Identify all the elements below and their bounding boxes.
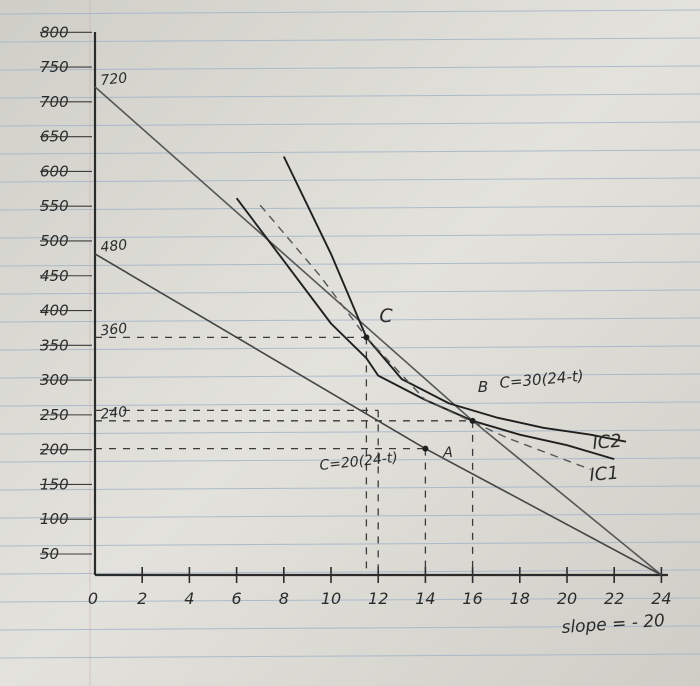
point-C	[363, 334, 370, 341]
ruled-line	[0, 345, 700, 351]
x-tick-label: 22	[604, 589, 624, 608]
x-tick-label: 12	[368, 589, 388, 608]
x-tick-label: 18	[510, 589, 530, 608]
ruled-line	[0, 93, 700, 99]
point-A	[422, 445, 429, 452]
ruled-line	[0, 177, 700, 183]
ruled-line	[0, 233, 700, 239]
y-point-label: 720	[100, 70, 128, 89]
ruled-line	[0, 289, 700, 295]
ruled-line	[0, 625, 700, 631]
y-point-label: 480	[100, 237, 128, 256]
ruled-line	[0, 569, 700, 575]
guide-lines	[95, 336, 474, 575]
ruled-line	[0, 317, 700, 323]
ruled-line	[0, 37, 700, 43]
ruled-line	[0, 149, 700, 155]
indifference-curve-ic2	[235, 197, 615, 461]
ruled-line	[0, 597, 700, 603]
point-B	[469, 417, 476, 424]
ruled-line	[0, 261, 700, 267]
ruled-line	[0, 205, 700, 211]
y-point-label: 360	[100, 321, 128, 340]
x-tick-label: 0	[88, 589, 98, 608]
point-label-A: A	[442, 445, 453, 461]
x-tick-label: 14	[415, 589, 435, 608]
x-tick-label: 2	[137, 589, 147, 608]
ruled-line	[0, 485, 700, 491]
y-point-label: 240	[100, 404, 128, 423]
x-tick-label: 8	[279, 589, 289, 608]
x-tick-label: 4	[184, 589, 194, 608]
y-ticks: 8007507006506005505004504003503002502001…	[40, 23, 92, 563]
point-label-C: C	[379, 305, 393, 327]
ruled-line	[0, 9, 700, 15]
ruled-line	[0, 541, 700, 547]
x-tick-label: 10	[321, 589, 341, 608]
ruled-line	[0, 513, 700, 519]
ruled-line	[0, 429, 700, 435]
ruled-line	[0, 457, 700, 463]
x-ticks: 0 2 4 6 8 10 12 14 16 18 20 22 24	[88, 567, 672, 608]
point-marks	[363, 334, 476, 452]
x-tick-label: 20	[557, 589, 577, 608]
ruled-line	[0, 373, 700, 379]
ruled-line	[0, 65, 700, 71]
indifference-curve-ic1	[282, 156, 627, 443]
point-label-B: B	[478, 378, 488, 396]
x-tick-label: 16	[462, 589, 482, 608]
curve-label-ic2: IC2	[592, 431, 623, 454]
axes	[93, 32, 668, 577]
ruled-line	[0, 121, 700, 127]
x-tick-label: 24	[651, 589, 671, 608]
x-tick-label: 6	[232, 589, 242, 608]
curve-label-ic1: IC1	[589, 463, 620, 486]
dashed-curve	[259, 204, 591, 471]
ruled-line	[0, 653, 700, 659]
